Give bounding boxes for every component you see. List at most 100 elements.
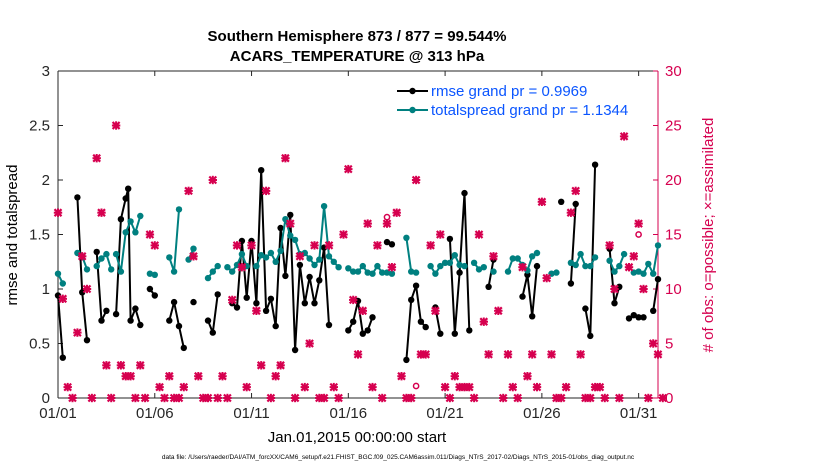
assimilated-count-marker (479, 317, 489, 326)
spread-point (320, 203, 328, 210)
rmse-point (112, 310, 120, 318)
spread-point (93, 262, 100, 270)
spread-point (577, 250, 584, 258)
assimilated-count-marker (392, 208, 401, 217)
assimilated-count-marker (68, 393, 77, 403)
possible-count-marker (383, 213, 391, 221)
y-axis-label-right: # of obs: o=possible; ×=assimilated (700, 118, 717, 353)
assimilated-count-marker (102, 361, 111, 370)
rmse-point (519, 293, 526, 300)
x-tick-label: 01/06 (136, 405, 174, 422)
spread-point (480, 264, 487, 271)
assimilated-count-marker (532, 382, 542, 392)
assimilated-count-marker (508, 382, 518, 392)
rmse-point (204, 317, 212, 324)
rmse-line-segment (168, 301, 185, 349)
assimilated-count-marker (223, 393, 232, 403)
rmse-point (127, 317, 134, 324)
spread-point (98, 255, 105, 262)
rmse-point (170, 298, 178, 306)
rmse-point (287, 211, 294, 219)
spread-point (514, 255, 521, 262)
assimilated-count-marker (634, 219, 643, 228)
spread-point (553, 269, 560, 276)
rmse-point (572, 200, 579, 208)
rmse-point (132, 305, 139, 312)
assimilated-count-marker (324, 241, 334, 250)
rmse-point (359, 330, 366, 337)
x-axis-label: Jan.01,2015 00:00:00 start (268, 429, 447, 446)
assimilated-count-marker (218, 371, 227, 381)
spread-point (330, 258, 337, 265)
spread-point (112, 250, 120, 258)
x-tick-label: 01/31 (620, 405, 658, 422)
spread-point (122, 229, 129, 236)
spread-point (137, 212, 144, 220)
rmse-point (345, 327, 352, 334)
assimilated-count-marker (232, 241, 242, 250)
y-tick-label-right: 30 (665, 63, 682, 80)
rmse-point (253, 300, 260, 307)
spread-point (640, 270, 647, 277)
assimilated-count-marker (290, 393, 300, 403)
assimilated-count-marker (658, 393, 668, 403)
assimilated-count-marker (189, 252, 198, 261)
spread-point (103, 250, 110, 258)
spread-point (533, 249, 541, 257)
spread-point (267, 249, 275, 257)
assimilated-count-marker (155, 382, 164, 392)
chart-title-line2: ACARS_TEMPERATURE @ 313 hPa (230, 48, 485, 65)
rmse-line-segment (521, 266, 538, 318)
spread-point (83, 266, 91, 273)
assimilated-count-marker (440, 382, 450, 392)
y-tick-label-right: 25 (665, 118, 682, 135)
assimilated-count-marker (547, 350, 556, 359)
y-tick-label-right: 10 (665, 281, 682, 298)
assimilated-count-marker (576, 350, 585, 359)
spread-point (490, 268, 497, 275)
spread-point (369, 270, 376, 277)
spread-point (287, 232, 294, 239)
assimilated-count-marker (140, 393, 150, 403)
spread-point (117, 268, 125, 275)
assimilated-count-marker (556, 393, 566, 403)
spread-point (214, 262, 221, 270)
assimilated-count-marker (276, 361, 285, 370)
assimilated-count-marker (111, 121, 121, 130)
spread-point (509, 255, 516, 262)
rmse-point (630, 312, 637, 319)
spread-point (456, 261, 463, 269)
rmse-point (654, 276, 662, 283)
rmse-point (175, 322, 183, 330)
spread-point (620, 250, 628, 258)
assimilated-count-marker (184, 186, 193, 196)
assimilated-count-marker (648, 339, 658, 348)
rmse-point (262, 307, 270, 314)
assimilated-count-marker (436, 230, 445, 239)
spread-point (441, 259, 449, 266)
x-tick-label: 01/26 (523, 405, 561, 422)
rmse-point (282, 272, 289, 280)
assimilated-count-marker (639, 284, 648, 294)
assimilated-count-marker (194, 371, 203, 381)
assimilated-count-marker (145, 230, 155, 239)
assimilated-count-marker (126, 371, 135, 381)
assimilated-count-marker (179, 382, 189, 392)
y-tick-label-right: 15 (665, 227, 682, 244)
spread-point (587, 262, 594, 270)
possible-count-marker (635, 231, 642, 238)
x-tick-label: 01/16 (330, 405, 368, 422)
assimilated-count-marker (610, 284, 619, 294)
assimilated-count-marker (160, 393, 169, 403)
y-tick-label-right: 0 (665, 390, 673, 407)
assimilated-count-marker (542, 273, 551, 283)
rmse-point (209, 329, 216, 336)
possible-count-marker (412, 382, 420, 390)
y-tick-label-left: 0.5 (29, 336, 50, 353)
assimilated-count-marker (319, 393, 329, 403)
legend-spread-marker (409, 106, 416, 114)
spread-point (59, 280, 66, 287)
spread-point (461, 262, 468, 270)
y-tick-label-left: 0 (42, 390, 50, 407)
